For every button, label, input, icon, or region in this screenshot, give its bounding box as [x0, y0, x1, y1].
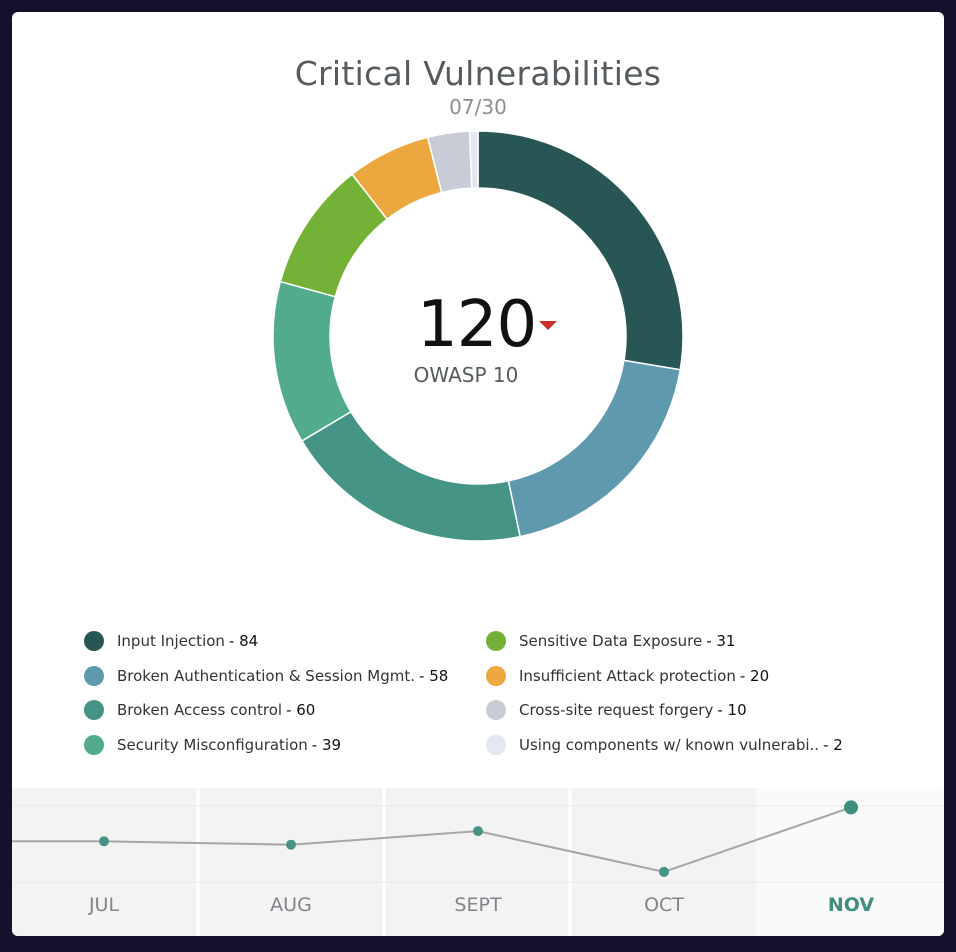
- legend-swatch: [486, 734, 506, 755]
- legend-label: Security Misconfiguration: [117, 735, 308, 754]
- legend-label: Broken Access control: [117, 701, 283, 719]
- legend-value: - 31: [706, 632, 736, 650]
- month-tab-sept[interactable]: SEPT: [454, 894, 502, 916]
- month-tab-oct[interactable]: OCT: [644, 894, 684, 916]
- legend-swatch: [486, 631, 506, 651]
- data-point-jul[interactable]: [99, 836, 109, 847]
- legend-item-insufficient-attack-protection[interactable]: Insufficient Attack protection - 20: [486, 664, 769, 688]
- total-count: 120: [417, 288, 537, 362]
- timeline-chart[interactable]: [12, 788, 944, 936]
- data-point-aug[interactable]: [286, 839, 296, 850]
- chart-date: 07/30: [449, 95, 507, 119]
- legend-item-cross-site-request-forgery[interactable]: Cross-site request forgery - 10: [486, 698, 747, 722]
- legend-swatch: [84, 631, 104, 651]
- chart-title: Critical Vulnerabilities: [294, 54, 662, 93]
- donut-slice-using-components-w-known-vulnerabi[interactable]: [468, 130, 479, 189]
- legend-item-broken-authentication-session-mgmt[interactable]: Broken Authentication & Session Mgmt. - 5…: [84, 664, 448, 688]
- legend-label: Broken Authentication & Session Mgmt.: [117, 666, 416, 685]
- legend-label: Using components w/ known vulnerabi..: [519, 735, 820, 754]
- trend-down-icon: [539, 321, 557, 330]
- month-tab-jul[interactable]: JUL: [88, 894, 120, 916]
- legend-value: - 20: [739, 666, 770, 685]
- legend-label: Input Injection: [117, 632, 225, 650]
- legend-label: Insufficient Attack protection: [519, 666, 736, 685]
- legend-swatch: [486, 700, 506, 720]
- vulnerability-card: Critical Vulnerabilities 07/30 120 OWASP…: [12, 12, 944, 936]
- legend-value: - 60: [286, 701, 316, 719]
- legend-item-sensitive-data-exposure[interactable]: Sensitive Data Exposure - 31: [486, 629, 735, 653]
- donut-slice-broken-access-control[interactable]: [300, 410, 521, 542]
- data-point-nov[interactable]: [844, 800, 858, 815]
- legend-swatch: [84, 700, 104, 720]
- legend-item-input-injection[interactable]: Input Injection - 84: [84, 629, 258, 653]
- legend-value: - 39: [311, 735, 342, 754]
- legend-value: - 2: [823, 735, 843, 754]
- legend-label: Cross-site request forgery: [519, 701, 714, 719]
- legend-item-using-components-w-known-vulnerabi[interactable]: Using components w/ known vulnerabi.. - 2: [486, 733, 843, 757]
- month-tab-nov[interactable]: NOV: [827, 894, 875, 916]
- legend-swatch: [84, 665, 104, 686]
- month-tab-aug[interactable]: AUG: [270, 894, 312, 916]
- donut-slice-security-misconfiguration[interactable]: [272, 280, 352, 442]
- legend-swatch: [84, 734, 104, 755]
- legend-label: Sensitive Data Exposure: [519, 632, 703, 650]
- data-point-sept[interactable]: [473, 826, 483, 837]
- legend-value: - 84: [228, 632, 259, 650]
- legend-value: - 10: [717, 701, 747, 719]
- donut-chart: [272, 130, 684, 542]
- data-point-oct[interactable]: [659, 866, 669, 877]
- legend-swatch: [486, 665, 506, 686]
- center-label: OWASP 10: [413, 363, 519, 387]
- legend-item-broken-access-control[interactable]: Broken Access control - 60: [84, 698, 315, 722]
- legend-item-security-misconfiguration[interactable]: Security Misconfiguration - 39: [84, 733, 341, 757]
- legend-value: - 58: [419, 666, 449, 685]
